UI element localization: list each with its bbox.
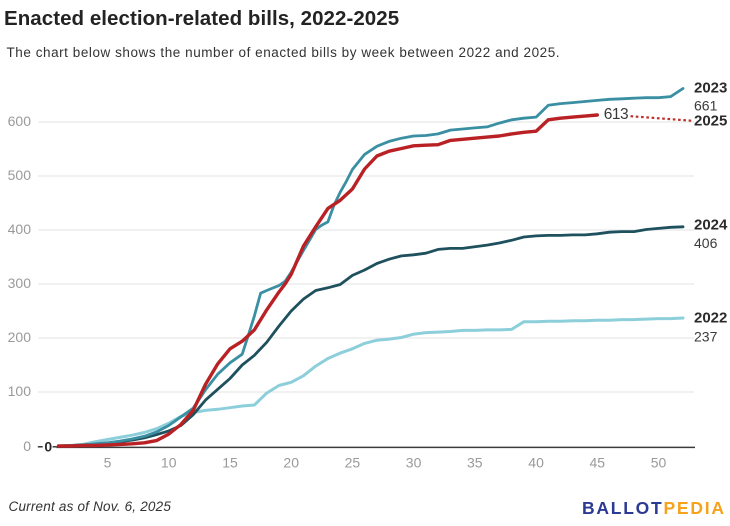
svg-text:40: 40 bbox=[528, 455, 544, 471]
svg-text:5: 5 bbox=[104, 455, 112, 471]
svg-text:661: 661 bbox=[694, 98, 718, 114]
svg-text:20: 20 bbox=[283, 455, 299, 471]
svg-text:613: 613 bbox=[604, 106, 628, 123]
svg-text:0: 0 bbox=[44, 438, 52, 454]
svg-text:300: 300 bbox=[8, 275, 32, 291]
svg-text:0: 0 bbox=[23, 438, 31, 454]
svg-text:237: 237 bbox=[694, 329, 718, 345]
svg-text:2024: 2024 bbox=[694, 216, 728, 233]
svg-text:406: 406 bbox=[694, 235, 718, 251]
svg-text:10: 10 bbox=[161, 455, 177, 471]
svg-text:400: 400 bbox=[8, 221, 32, 237]
svg-text:45: 45 bbox=[590, 455, 606, 471]
svg-text:2025: 2025 bbox=[694, 113, 727, 130]
svg-text:2023: 2023 bbox=[694, 80, 727, 97]
svg-text:500: 500 bbox=[8, 167, 32, 183]
svg-text:35: 35 bbox=[467, 455, 483, 471]
svg-text:100: 100 bbox=[8, 383, 32, 399]
svg-text:30: 30 bbox=[406, 455, 422, 471]
svg-text:25: 25 bbox=[345, 455, 361, 471]
svg-text:200: 200 bbox=[8, 329, 32, 345]
svg-text:50: 50 bbox=[651, 455, 667, 471]
svg-text:600: 600 bbox=[8, 113, 32, 129]
svg-text:15: 15 bbox=[222, 455, 238, 471]
svg-text:2022: 2022 bbox=[694, 310, 727, 327]
